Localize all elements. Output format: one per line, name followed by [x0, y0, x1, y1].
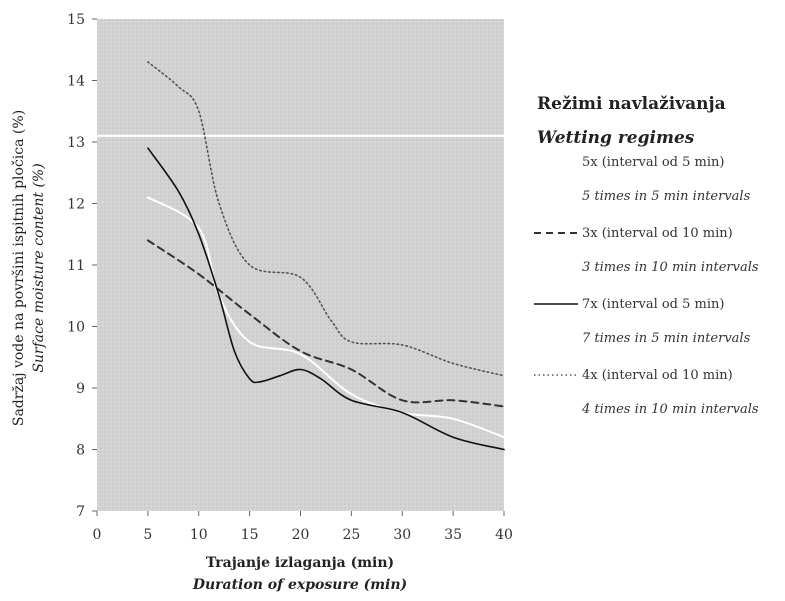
plot-area: [97, 19, 504, 511]
y-tick-label: 12: [67, 197, 85, 213]
y-tick-label: 9: [76, 381, 85, 397]
legend-label-en: 3 times in 10 min intervals: [582, 260, 759, 275]
y-tick-label: 8: [76, 443, 85, 459]
x-tick-label: 0: [93, 527, 102, 543]
y-tick-label: 14: [67, 74, 85, 90]
legend-label: 7x (interval od 5 min): [582, 297, 724, 312]
y-tick-label: 11: [67, 258, 85, 274]
x-tick-label: 30: [393, 527, 411, 543]
x-axis-ticks: 0 5 10 15 20 25 30 35 40: [93, 511, 513, 543]
x-tick-label: 35: [444, 527, 462, 543]
x-tick-label: 5: [143, 527, 152, 543]
x-tick-label: 40: [495, 527, 513, 543]
x-tick-label: 25: [342, 527, 360, 543]
y-axis-title: Sadržaj vode na površini ispitnih pločic…: [10, 110, 27, 426]
y-tick-label: 7: [76, 504, 85, 520]
y-axis-title-en: Surface moisture content (%): [31, 163, 47, 372]
legend-label: 5x (interval od 5 min): [582, 155, 724, 170]
legend: 5x (interval od 5 min) 5 times in 5 min i…: [534, 155, 759, 417]
x-axis-title: Trajanje izlaganja (min): [206, 555, 394, 571]
legend-label-en: 5 times in 5 min intervals: [582, 189, 751, 204]
series-line-1: [146, 196, 505, 439]
x-tick-label: 15: [241, 527, 259, 543]
y-tick-label: 15: [67, 12, 85, 28]
legend-label: 4x (interval od 10 min): [582, 368, 733, 383]
legend-title-en: Wetting regimes: [537, 128, 695, 148]
y-tick-label: 13: [67, 135, 85, 151]
y-tick-label: 10: [67, 320, 85, 336]
legend-label-en: 7 times in 5 min intervals: [582, 331, 751, 346]
y-axis-ticks: 7 8 9 10 11 12 13 14 15: [67, 12, 97, 520]
series-line-2: [146, 239, 505, 408]
series-line-4: [147, 61, 505, 377]
x-tick-label: 10: [190, 527, 208, 543]
legend-title: Režimi navlaživanja: [537, 94, 726, 114]
x-tick-label: 20: [292, 527, 310, 543]
series-line-3: [147, 147, 505, 451]
x-axis-title-en: Duration of exposure (min): [192, 577, 407, 593]
legend-label-en: 4 times in 10 min intervals: [581, 402, 759, 417]
legend-label: 3x (interval od 10 min): [582, 226, 733, 241]
series-layer: [146, 61, 505, 451]
